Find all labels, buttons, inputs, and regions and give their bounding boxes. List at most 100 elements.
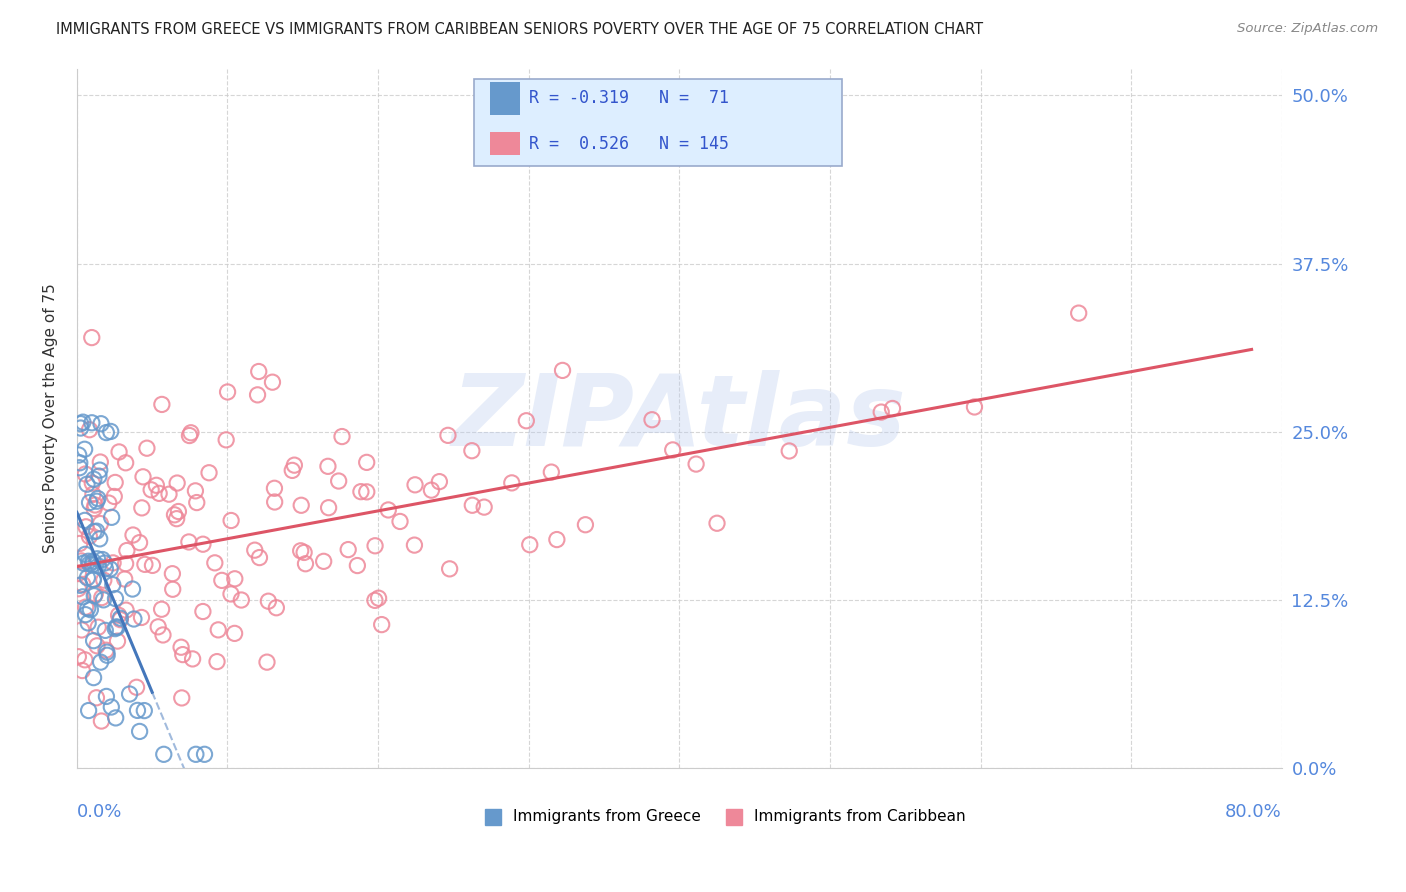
Point	[163, 508, 186, 522]
Point	[356, 484, 378, 499]
Point	[370, 617, 392, 632]
Point	[181, 652, 204, 666]
Point	[89, 455, 111, 469]
Point	[231, 593, 253, 607]
Point	[72, 415, 94, 429]
Point	[461, 498, 484, 512]
Point	[377, 503, 399, 517]
Point	[79, 603, 101, 617]
Point	[389, 515, 412, 529]
Point	[219, 587, 242, 601]
Point	[114, 557, 136, 571]
Point	[97, 496, 120, 510]
Point	[501, 475, 523, 490]
Point	[84, 498, 107, 512]
FancyBboxPatch shape	[474, 79, 842, 167]
Text: 0.0%: 0.0%	[77, 803, 122, 821]
Point	[439, 562, 461, 576]
Point	[177, 535, 200, 549]
Point	[82, 573, 104, 587]
Point	[67, 448, 90, 462]
Point	[94, 562, 117, 576]
Point	[312, 554, 335, 568]
Point	[115, 543, 138, 558]
Point	[84, 587, 107, 601]
Point	[131, 610, 153, 624]
Point	[86, 690, 108, 705]
Point	[706, 516, 728, 531]
Point	[263, 481, 285, 495]
Point	[72, 590, 94, 604]
Point	[115, 603, 138, 617]
Text: R = -0.319   N =  71: R = -0.319 N = 71	[529, 89, 728, 107]
Point	[86, 494, 108, 508]
Point	[90, 591, 112, 605]
Point	[79, 423, 101, 437]
Point	[461, 443, 484, 458]
Point	[104, 622, 127, 636]
Point	[219, 514, 242, 528]
Point	[283, 458, 305, 472]
Point	[118, 687, 141, 701]
Point	[247, 364, 270, 378]
Point	[89, 463, 111, 477]
Point	[224, 626, 246, 640]
Point	[73, 442, 96, 457]
Text: IMMIGRANTS FROM GREECE VS IMMIGRANTS FROM CARIBBEAN SENIORS POVERTY OVER THE AGE: IMMIGRANTS FROM GREECE VS IMMIGRANTS FRO…	[56, 22, 983, 37]
Point	[256, 655, 278, 669]
Point	[94, 643, 117, 657]
Point	[515, 414, 537, 428]
Point	[80, 416, 103, 430]
Point	[205, 655, 228, 669]
Point	[70, 623, 93, 637]
Point	[70, 554, 93, 568]
Point	[96, 690, 118, 704]
Point	[100, 425, 122, 439]
Point	[76, 477, 98, 491]
Point	[80, 330, 103, 344]
Text: 80.0%: 80.0%	[1225, 803, 1282, 821]
Point	[146, 620, 169, 634]
Point	[263, 495, 285, 509]
Point	[179, 428, 201, 442]
Point	[93, 573, 115, 587]
Point	[870, 405, 893, 419]
Point	[167, 504, 190, 518]
Point	[122, 528, 145, 542]
Text: R =  0.526   N = 145: R = 0.526 N = 145	[529, 135, 728, 153]
Point	[262, 375, 284, 389]
Point	[290, 543, 312, 558]
Point	[150, 397, 173, 411]
Text: ZIPAtlas: ZIPAtlas	[451, 369, 907, 467]
Point	[69, 456, 91, 470]
Point	[125, 680, 148, 694]
Point	[96, 425, 118, 440]
Point	[87, 491, 110, 506]
Point	[150, 602, 173, 616]
Point	[90, 417, 112, 431]
Point	[778, 444, 800, 458]
Point	[82, 573, 104, 587]
Point	[86, 639, 108, 653]
Point	[166, 511, 188, 525]
Point	[152, 628, 174, 642]
Point	[75, 547, 97, 561]
Point	[211, 574, 233, 588]
Point	[105, 620, 128, 634]
Point	[132, 470, 155, 484]
Point	[83, 501, 105, 516]
Text: Source: ZipAtlas.com: Source: ZipAtlas.com	[1237, 22, 1378, 36]
Point	[257, 594, 280, 608]
Point	[67, 649, 90, 664]
Point	[135, 441, 157, 455]
Point	[186, 495, 208, 509]
Point	[162, 582, 184, 597]
Point	[364, 539, 387, 553]
Point	[157, 487, 180, 501]
Point	[83, 671, 105, 685]
Point	[166, 476, 188, 491]
Point	[128, 724, 150, 739]
Point	[215, 433, 238, 447]
Point	[356, 455, 378, 469]
Point	[224, 572, 246, 586]
